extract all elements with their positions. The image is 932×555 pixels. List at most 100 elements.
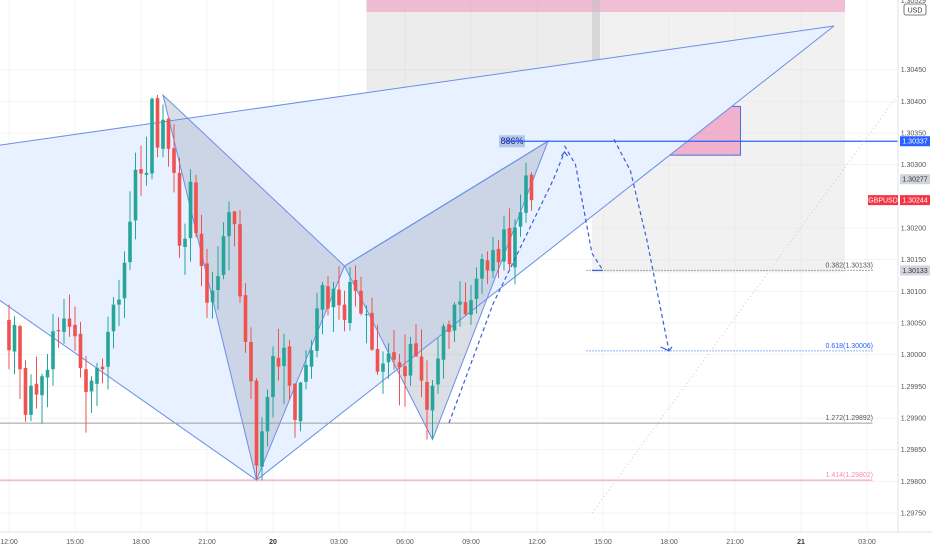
- candle-body: [205, 263, 209, 303]
- x-tick-label: 21: [797, 539, 805, 546]
- candle-body: [513, 227, 517, 268]
- candle-body: [194, 182, 198, 234]
- candle-body: [254, 380, 259, 466]
- x-tick-label: 03:00: [330, 539, 348, 546]
- y-tick-label: 1.30450: [901, 67, 926, 74]
- candle-body: [474, 278, 479, 299]
- candle-body: [293, 383, 297, 420]
- candle-body: [62, 318, 66, 332]
- symbol-tag-label: GBPUSD: [868, 198, 898, 205]
- candle-body: [447, 324, 451, 332]
- candle-body: [524, 175, 528, 213]
- currency-badge-box: [903, 3, 927, 16]
- candle-body: [491, 250, 495, 272]
- x-tick-label: 12:00: [0, 539, 18, 546]
- pattern-leg: [256, 25, 835, 481]
- candle-body: [172, 148, 176, 173]
- candle-body: [122, 262, 127, 299]
- candle-body: [45, 369, 50, 378]
- candle-body: [469, 300, 473, 315]
- candle-body: [106, 331, 110, 367]
- candle-body: [375, 348, 380, 372]
- candle-body: [67, 318, 72, 327]
- top-price-partial: 1.30529: [901, 0, 926, 5]
- price-tag-box: [900, 265, 930, 276]
- x-tick-label: 15:00: [66, 539, 84, 546]
- y-tick-label: 1.29800: [901, 479, 926, 486]
- candle-body: [265, 397, 270, 432]
- candle-body: [359, 290, 363, 314]
- candle-body: [40, 376, 44, 396]
- candle-body: [430, 385, 435, 411]
- x-tick-label: 21:00: [198, 539, 216, 546]
- candle-body: [364, 314, 369, 316]
- x-tick-label: 06:00: [396, 539, 414, 546]
- candle-body: [320, 285, 325, 310]
- candle-body: [128, 221, 132, 263]
- candle-body: [111, 304, 116, 332]
- pattern-leg: [0, 299, 257, 481]
- candle-body: [309, 350, 314, 367]
- pattern-leg: [344, 140, 549, 267]
- candle-body: [117, 299, 121, 305]
- candle-body: [452, 304, 457, 331]
- candle-body: [23, 367, 28, 415]
- time-axis: 12:00 15:00 18:00 21:00 20 03:00 06:00 09:00 12:…: [0, 531, 932, 550]
- x-tick-label: 12:00: [528, 539, 546, 546]
- candle-body: [183, 238, 187, 247]
- candle-body: [18, 326, 22, 370]
- price-tag-label: 1.30133: [902, 268, 927, 275]
- candle-body: [304, 364, 308, 382]
- x-tick-label: 18:00: [132, 539, 150, 546]
- y-tick-label: 1.29950: [901, 384, 926, 391]
- candle-body: [271, 355, 275, 398]
- candle-body: [507, 228, 512, 265]
- candle-body: [529, 174, 534, 201]
- candle-body: [370, 312, 374, 350]
- candle-body: [238, 224, 242, 297]
- candle-body: [425, 381, 429, 410]
- y-tick-label: 1.29750: [901, 511, 926, 518]
- candle-body: [414, 343, 418, 357]
- x-tick-label: 18:00: [660, 539, 678, 546]
- x-tick-label: 21:00: [726, 539, 744, 546]
- candle-body: [353, 279, 358, 291]
- candle-body: [78, 333, 83, 368]
- currency-badge: USD: [908, 8, 923, 15]
- candle-body: [485, 260, 490, 271]
- fib-levels: 0.382(1.30133) 0.618(1.30006) 1.272(1.2989…: [0, 94, 899, 514]
- candle-body: [232, 211, 237, 225]
- candle-body: [502, 229, 506, 262]
- candle-body: [227, 212, 231, 237]
- candle-body: [458, 301, 462, 305]
- x-tick-label: 15:00: [594, 539, 612, 546]
- x-tick-label: 09:00: [462, 539, 480, 546]
- projection-arrow-down-1: [563, 145, 604, 271]
- projection-arrow-up: [448, 151, 566, 424]
- candle-body: [463, 302, 468, 315]
- candle-body: [381, 363, 385, 372]
- harmonic-pattern[interactable]: 886%: [0, 25, 835, 482]
- pattern-leg: [0, 25, 835, 146]
- candle-body: [298, 382, 303, 422]
- y-tick-label: 1.30350: [901, 131, 926, 138]
- price-tags: 1.30337 1.30277 1.30244 GBPUSD 1.30133: [868, 136, 930, 276]
- candle-body: [56, 329, 61, 332]
- candle-body: [139, 169, 143, 174]
- y-tick-label: 1.29850: [901, 447, 926, 454]
- y-tick-label: 1.30050: [901, 321, 926, 328]
- candle-body: [315, 308, 319, 351]
- candle-body: [348, 281, 352, 323]
- y-tick-label: 1.30400: [901, 99, 926, 106]
- candle-body: [436, 358, 440, 385]
- price-tag-box: [900, 174, 930, 185]
- candle-body: [287, 346, 292, 386]
- candle-body: [89, 380, 94, 392]
- candle-body: [73, 324, 77, 337]
- candle-body: [100, 366, 105, 370]
- candle-body: [518, 212, 523, 227]
- candle-body: [397, 362, 402, 368]
- candle-body: [403, 366, 407, 377]
